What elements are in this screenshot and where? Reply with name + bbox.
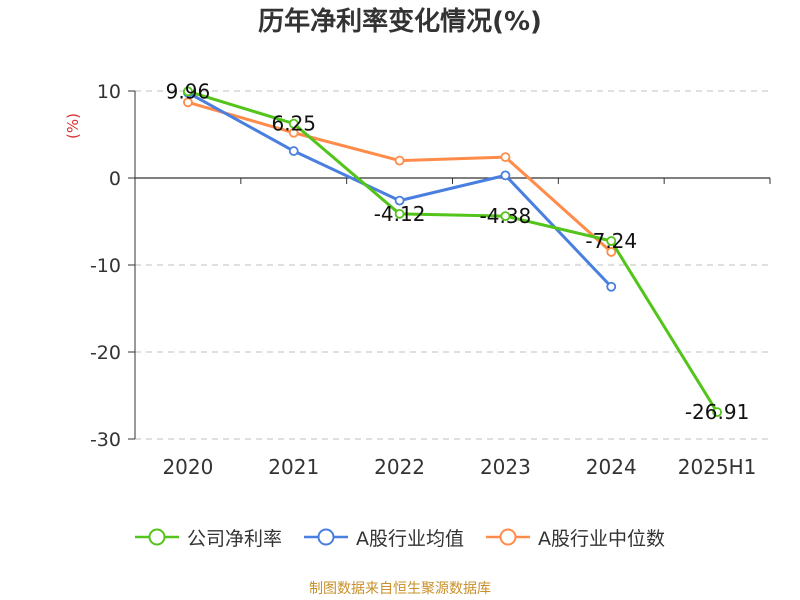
- data-point: [606, 236, 617, 246]
- x-tick-label: 2024: [586, 455, 637, 479]
- y-tick-label: 10: [97, 81, 121, 103]
- data-label: 9.96: [166, 79, 211, 103]
- legend-label: A股行业均值: [356, 527, 464, 550]
- data-label: -7.24: [585, 229, 637, 253]
- gridlines: [135, 90, 770, 440]
- legend-swatch-icon: [304, 528, 348, 546]
- y-axis-label: (%): [64, 113, 82, 139]
- data-point: [500, 211, 511, 222]
- y-tick-label: -20: [90, 342, 121, 364]
- y-tick-label: -30: [90, 429, 121, 451]
- x-tick-label: 2020: [162, 455, 213, 479]
- series-lines: [183, 86, 722, 418]
- data-point: [288, 118, 299, 129]
- legend-swatch-icon: [134, 528, 179, 546]
- series-line: [187, 89, 719, 413]
- x-tick-label: 2021: [268, 455, 319, 479]
- axes: 10 0 -10 -20 -30 2020 2021 2022 2023 2024 2025H1 (%…: [64, 81, 771, 479]
- legend-swatch-icon: [486, 528, 530, 546]
- x-tick-label: 2023: [480, 455, 531, 479]
- x-tick-label: 2025H1: [678, 455, 757, 479]
- data-label: 6.25: [271, 112, 316, 136]
- source-note: 制图数据来自恒生聚源数据库: [309, 581, 491, 597]
- data-point: [394, 155, 405, 166]
- data-point: [500, 152, 511, 163]
- line-chart: 10 0 -10 -20 -30 2020 2021 2022 2023 2024 2025H1 (%…: [64, 79, 771, 479]
- legend-item[interactable]: A股行业中位数: [486, 524, 665, 551]
- data-point: [606, 281, 617, 292]
- data-point: [394, 195, 405, 206]
- data-point: [183, 97, 193, 108]
- data-point: [288, 146, 299, 156]
- data-point: [183, 86, 193, 97]
- legend-label: A股行业中位数: [538, 527, 665, 550]
- data-label: -4.38: [480, 204, 532, 228]
- legend-item[interactable]: A股行业均值: [304, 524, 464, 551]
- data-label: -26.91: [685, 400, 749, 424]
- data-labels: 9.96 6.25 -4.12 -4.38 -7.24 -26.91: [166, 79, 750, 424]
- y-tick-label: -10: [90, 255, 121, 277]
- data-point: [606, 247, 617, 257]
- legend: 公司净利率 A股行业均值 A股行业中位数: [0, 522, 800, 552]
- x-tick-label: 2022: [374, 455, 425, 479]
- data-point: [500, 170, 511, 181]
- data-point: [712, 407, 722, 418]
- legend-label: 公司净利率: [186, 527, 282, 550]
- y-tick-label: 0: [109, 168, 121, 190]
- series-line: [187, 100, 613, 254]
- data-label: -4.12: [374, 202, 426, 226]
- chart-title: 历年净利率变化情况(%): [258, 7, 542, 37]
- legend-item[interactable]: 公司净利率: [134, 524, 282, 551]
- data-point: [288, 127, 299, 138]
- data-point: [394, 208, 405, 219]
